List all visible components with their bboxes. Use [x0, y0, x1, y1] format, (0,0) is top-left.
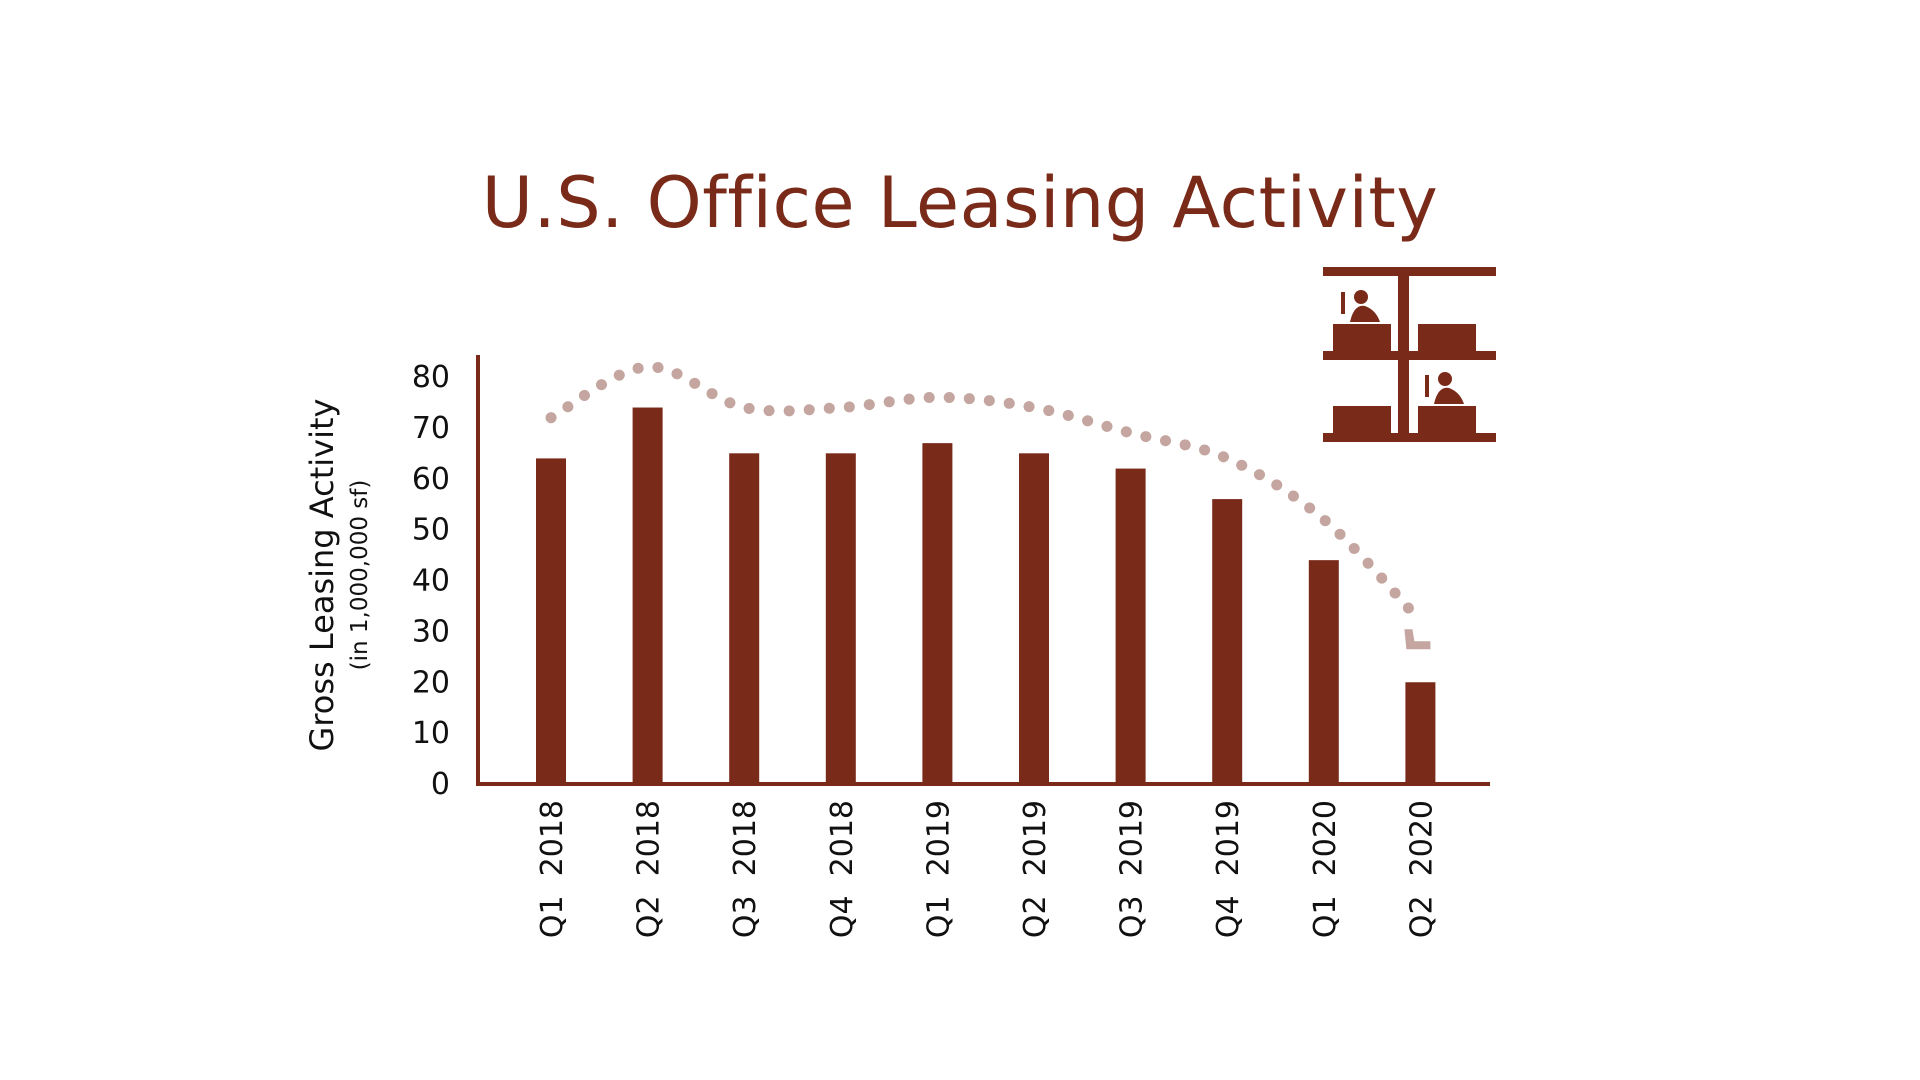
bar: [1019, 453, 1049, 784]
bar: [1212, 499, 1243, 784]
y-tick-label: 40: [412, 564, 450, 599]
bar: [825, 453, 856, 784]
y-tick-label: 0: [431, 767, 450, 802]
office-building-desks-icon: [1323, 267, 1496, 442]
chart-title: U.S. Office Leasing Activity: [481, 161, 1439, 244]
y-tick-label: 60: [412, 462, 450, 497]
y-tick-label: 50: [412, 513, 450, 548]
bar: [1405, 682, 1436, 784]
y-tick-label: 70: [412, 411, 450, 446]
y-axis-label: Gross Leasing Activity: [303, 399, 341, 752]
trend-line-path: [545, 361, 1426, 627]
x-tick-label: Q1 2020: [1308, 800, 1343, 938]
x-axis-line: [476, 782, 1490, 786]
x-tick-label: Q2 2019: [1018, 800, 1053, 938]
y-tick-label: 30: [412, 614, 450, 649]
x-tick-label: Q3 2018: [728, 800, 763, 938]
y-tick-label: 10: [412, 716, 450, 751]
x-tick-label: Q1 2019: [921, 800, 956, 938]
y-ticks: 0 10 20 30 40 50 60 70 80: [412, 360, 450, 802]
x-tick-label: Q3 2019: [1115, 800, 1150, 938]
x-ticks: Q1 2018 Q2 2018 Q3 2018 Q4 2018 Q1 2019 Q2 20…: [535, 800, 1439, 938]
bar: [729, 453, 760, 784]
x-tick-label: Q2 2020: [1404, 800, 1439, 938]
bar: [1115, 468, 1146, 784]
y-tick-label: 80: [412, 360, 450, 395]
x-tick-label: Q1 2018: [535, 800, 570, 938]
trend-arrowhead: [1404, 629, 1431, 650]
x-tick-label: Q4 2019: [1211, 800, 1246, 938]
trend-line: [545, 361, 1431, 650]
x-tick-label: Q2 2018: [632, 800, 667, 938]
axes: [476, 355, 1490, 786]
y-tick-label: 20: [412, 665, 450, 700]
bar: [922, 443, 953, 784]
bar: [1308, 560, 1339, 784]
bars: [536, 407, 1436, 784]
x-tick-label: Q4 2018: [825, 800, 860, 938]
y-axis-label-group: Gross Leasing Activity (in 1,000,000 sf): [303, 399, 373, 752]
bar: [536, 458, 566, 784]
bar: [632, 407, 663, 784]
y-axis-sublabel: (in 1,000,000 sf): [347, 480, 373, 671]
y-axis-line: [476, 355, 480, 786]
